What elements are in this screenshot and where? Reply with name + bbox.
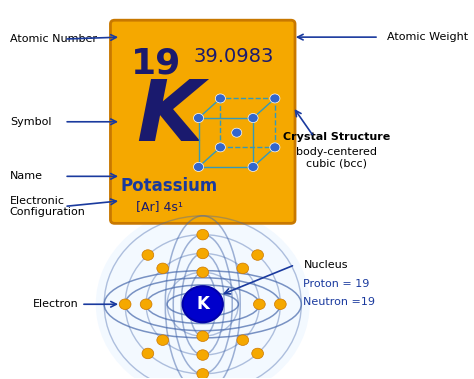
Text: Proton = 19: Proton = 19 bbox=[303, 279, 370, 288]
Circle shape bbox=[142, 250, 154, 260]
Text: body-centered
cubic (bcc): body-centered cubic (bcc) bbox=[296, 147, 377, 168]
Text: K: K bbox=[136, 76, 202, 159]
Circle shape bbox=[140, 299, 152, 310]
Circle shape bbox=[252, 348, 264, 359]
Text: Atomic Weight: Atomic Weight bbox=[387, 32, 468, 42]
FancyBboxPatch shape bbox=[110, 20, 295, 223]
Text: [Ar] 4s¹: [Ar] 4s¹ bbox=[136, 200, 182, 213]
Text: Crystal Structure: Crystal Structure bbox=[283, 132, 391, 142]
Circle shape bbox=[232, 128, 242, 137]
Text: Potassium: Potassium bbox=[120, 177, 218, 195]
Text: Name: Name bbox=[10, 171, 43, 181]
Text: Atomic Number: Atomic Number bbox=[10, 34, 97, 44]
Circle shape bbox=[215, 94, 226, 103]
Circle shape bbox=[197, 229, 209, 240]
Circle shape bbox=[157, 263, 169, 274]
Text: 39.0983: 39.0983 bbox=[194, 47, 274, 66]
Text: Electron: Electron bbox=[33, 299, 79, 309]
Text: 19: 19 bbox=[131, 47, 182, 80]
Circle shape bbox=[182, 286, 223, 322]
Circle shape bbox=[237, 263, 249, 274]
Text: Nucleus: Nucleus bbox=[303, 260, 348, 270]
Circle shape bbox=[193, 113, 203, 122]
Circle shape bbox=[215, 143, 226, 152]
Circle shape bbox=[252, 250, 264, 260]
Circle shape bbox=[157, 335, 169, 345]
Circle shape bbox=[197, 350, 209, 360]
Circle shape bbox=[274, 299, 286, 310]
Circle shape bbox=[254, 299, 265, 310]
Circle shape bbox=[197, 369, 209, 379]
Circle shape bbox=[193, 163, 203, 171]
Circle shape bbox=[142, 348, 154, 359]
Circle shape bbox=[119, 299, 131, 310]
Circle shape bbox=[197, 248, 209, 259]
Circle shape bbox=[197, 331, 209, 341]
Text: Symbol: Symbol bbox=[10, 117, 51, 127]
Text: Electronic
Configuration: Electronic Configuration bbox=[10, 196, 86, 217]
Circle shape bbox=[248, 163, 258, 171]
Circle shape bbox=[248, 113, 258, 122]
Text: K: K bbox=[196, 295, 209, 313]
Circle shape bbox=[96, 208, 310, 379]
Circle shape bbox=[270, 143, 280, 152]
Circle shape bbox=[197, 267, 209, 277]
Circle shape bbox=[237, 335, 249, 345]
Circle shape bbox=[270, 94, 280, 103]
Text: Neutron =19: Neutron =19 bbox=[303, 298, 375, 307]
